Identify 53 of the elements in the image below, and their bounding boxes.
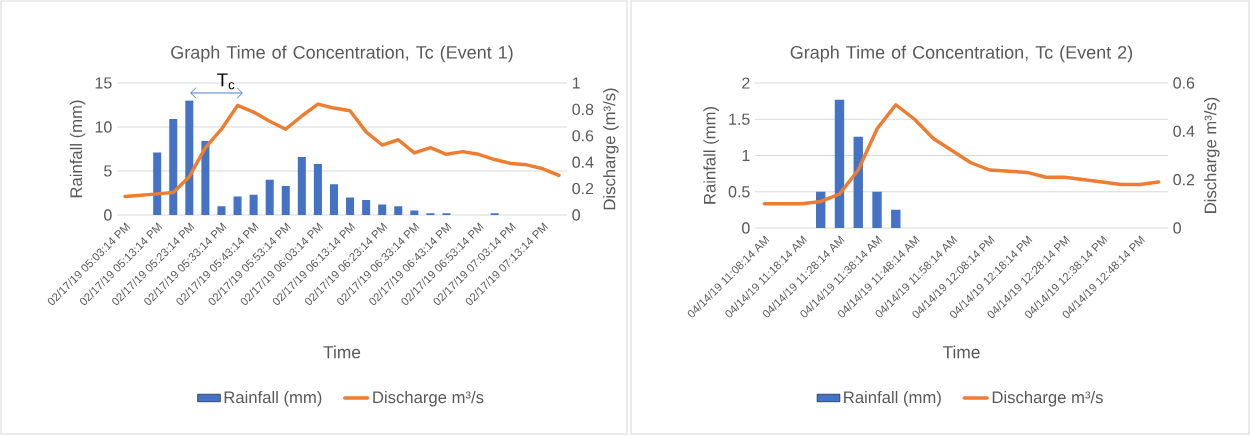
x-axis-title: Time <box>942 345 980 359</box>
y2-tick-label: 0.6 <box>572 130 594 142</box>
line-series <box>123 102 561 199</box>
bar <box>281 185 290 215</box>
bar <box>185 100 194 215</box>
y2-tick-label: 0 <box>572 209 580 221</box>
legend-label: Discharge m³/s <box>992 390 1103 407</box>
y2-tick-label: 1 <box>572 77 580 89</box>
bar <box>394 206 403 215</box>
y2-tick-label: 0.2 <box>572 182 594 195</box>
y-tick-label: 5 <box>104 165 112 177</box>
bar <box>249 194 258 215</box>
bar <box>346 197 355 215</box>
y-tick-label: 15 <box>95 77 112 89</box>
legend-label: Discharge m³/s <box>373 390 484 407</box>
bar <box>265 179 274 215</box>
y-tick-label: 0.5 <box>728 186 750 198</box>
x-axis-title: Time <box>323 345 361 359</box>
y2-axis-title: Discharge m³/s) <box>1204 97 1220 213</box>
bar <box>201 141 210 215</box>
bar <box>378 204 387 215</box>
y-tick-label: 0 <box>742 222 750 234</box>
bar <box>834 99 845 228</box>
bar <box>297 156 306 215</box>
chart-title: Graph Time of Concentration, Tc (Event 1) <box>171 45 513 63</box>
annotation: T$_{c}$ <box>217 73 235 90</box>
y2-tick-label: 0.2 <box>1173 174 1195 186</box>
bar <box>153 152 162 215</box>
chart-title: Graph Time of Concentration, Tc (Event 2) <box>790 45 1133 63</box>
bar <box>362 200 371 215</box>
y2-axis-title: Discharge (m³/s) <box>603 88 619 210</box>
y-tick-label: 1.5 <box>729 113 750 125</box>
bar <box>313 163 322 215</box>
bar <box>217 206 226 215</box>
bar <box>891 209 901 228</box>
y2-tick-label: 0.4 <box>1173 125 1195 137</box>
y-axis-title: Rainfall (mm) <box>69 100 86 198</box>
bar <box>329 184 338 215</box>
bar <box>169 119 178 215</box>
bar <box>872 191 882 228</box>
y2-tick-label: 0.6 <box>1173 77 1195 89</box>
y2-tick-label: 0.4 <box>572 156 594 168</box>
legend-label: Rainfall (mm) <box>224 390 322 407</box>
y-tick-label: 10 <box>95 121 112 133</box>
y-axis-title: Rainfall (mm) <box>703 107 719 204</box>
bar <box>410 210 419 215</box>
y-tick-label: 0 <box>104 209 112 221</box>
y2-tick-label: 0 <box>1173 222 1181 234</box>
y-tick-label: 2 <box>742 77 750 89</box>
legend-label: Rainfall (mm) <box>844 390 941 407</box>
y2-tick-label: 0.8 <box>572 103 594 116</box>
y-tick-label: 1 <box>742 150 750 161</box>
bar <box>233 196 242 215</box>
